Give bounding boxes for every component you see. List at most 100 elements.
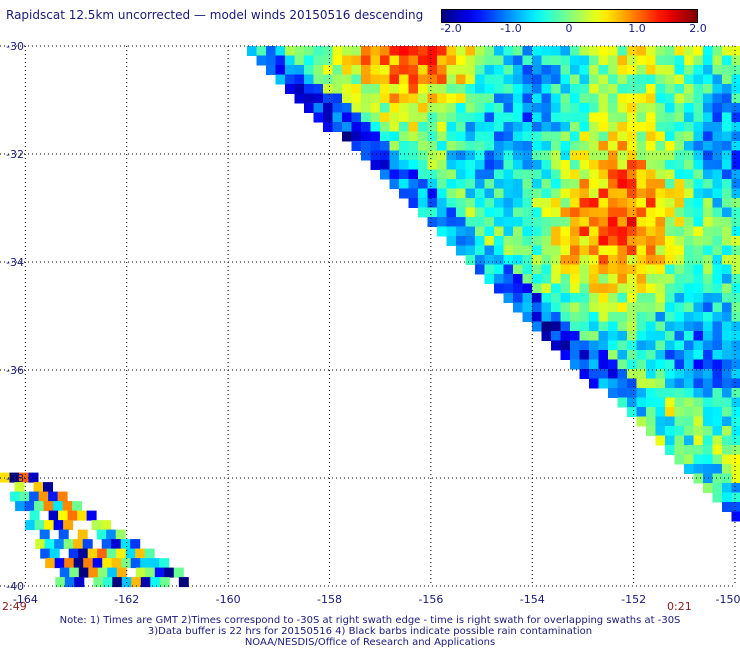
wind-cell (703, 321, 713, 332)
wind-cell (266, 55, 276, 66)
wind-cell (655, 46, 666, 56)
wind-cell (389, 103, 400, 113)
wind-cell (446, 198, 457, 208)
wind-cell (446, 217, 457, 227)
wind-cell (712, 407, 723, 417)
wind-cell (361, 112, 371, 123)
wind-cell (456, 226, 466, 237)
wind-cell (617, 65, 628, 75)
wind-cell (551, 331, 561, 341)
wind-cell (446, 226, 457, 237)
wind-cell (456, 84, 466, 94)
wind-cell (361, 122, 371, 132)
wind-cell (465, 217, 476, 227)
wind-cell (102, 577, 113, 588)
wind-cell (731, 131, 740, 142)
wind-cell (437, 103, 447, 113)
wind-cell (332, 93, 343, 104)
wind-cell (29, 510, 40, 521)
wind-cell (731, 150, 740, 161)
wind-cell (693, 255, 704, 265)
wind-cell (380, 150, 390, 161)
wind-cell (684, 207, 694, 218)
wind-cell (703, 179, 713, 189)
wind-cell (693, 378, 704, 389)
wind-cell (598, 350, 609, 360)
wind-cell (513, 141, 523, 151)
wind-cell (722, 245, 732, 256)
wind-cell (722, 236, 732, 246)
wind-cell (304, 65, 314, 75)
wind-cell (722, 169, 732, 180)
wind-cell (503, 255, 514, 265)
wind-cell (731, 492, 740, 503)
wind-cell (636, 65, 647, 75)
wind-cell (513, 302, 523, 313)
wind-cell (608, 236, 618, 246)
wind-cell (693, 350, 704, 360)
wind-cell (551, 312, 561, 322)
wind-cell (389, 112, 400, 123)
wind-cell (399, 188, 409, 199)
wind-cell (551, 255, 561, 265)
wind-cell (111, 558, 122, 569)
wind-cell (579, 293, 590, 303)
wind-cell (636, 198, 647, 208)
wind-cell (532, 264, 542, 275)
wind-cell (722, 473, 732, 484)
wind-cell (731, 226, 740, 237)
wind-cell (703, 454, 713, 465)
wind-cell (361, 150, 371, 161)
wind-cell (674, 198, 685, 208)
wind-cell (665, 150, 675, 161)
wind-cell (484, 264, 495, 275)
wind-cell (475, 255, 485, 265)
wind-cell (579, 340, 590, 351)
longitude-tick-label: -162 (114, 593, 139, 606)
wind-cell (551, 150, 561, 161)
wind-cell (541, 274, 552, 284)
wind-cell (608, 55, 618, 66)
wind-cell (608, 112, 618, 123)
wind-cell (731, 302, 740, 313)
wind-cell (693, 169, 704, 180)
wind-cell (684, 274, 694, 284)
wind-cell (475, 226, 485, 237)
wind-cell (674, 378, 685, 389)
wind-cell (503, 131, 514, 142)
wind-cell (579, 302, 590, 313)
wind-cell (44, 520, 55, 531)
wind-cell (560, 293, 571, 303)
wind-cell (655, 217, 666, 227)
wind-cell (560, 74, 571, 85)
wind-cell (627, 131, 637, 142)
wind-cell (636, 312, 647, 322)
wind-cell (674, 179, 685, 189)
wind-cell (636, 378, 647, 389)
wind-cell (522, 131, 533, 142)
wind-cell (617, 169, 628, 180)
wind-cell (608, 188, 618, 199)
wind-cell (665, 378, 675, 389)
wind-cell (674, 312, 685, 322)
wind-cell (712, 179, 723, 189)
wind-cell (551, 122, 561, 132)
wind-cell (532, 179, 542, 189)
wind-cell (617, 397, 628, 408)
wind-cell (116, 548, 127, 559)
wind-cell (636, 131, 647, 142)
wind-cell (627, 141, 637, 151)
wind-cell (475, 103, 485, 113)
wind-cell (684, 302, 694, 313)
latitude-tick-label: -40 (6, 580, 24, 593)
wind-cell (465, 160, 476, 170)
wind-cell (475, 141, 485, 151)
wind-cell (636, 264, 647, 275)
wind-cell (475, 74, 485, 85)
wind-cell (665, 264, 675, 275)
wind-cell (731, 141, 740, 151)
latitude-tick-label: -30 (6, 40, 24, 53)
wind-cell (323, 84, 333, 94)
wind-cell (646, 416, 656, 427)
wind-cell (722, 84, 732, 94)
